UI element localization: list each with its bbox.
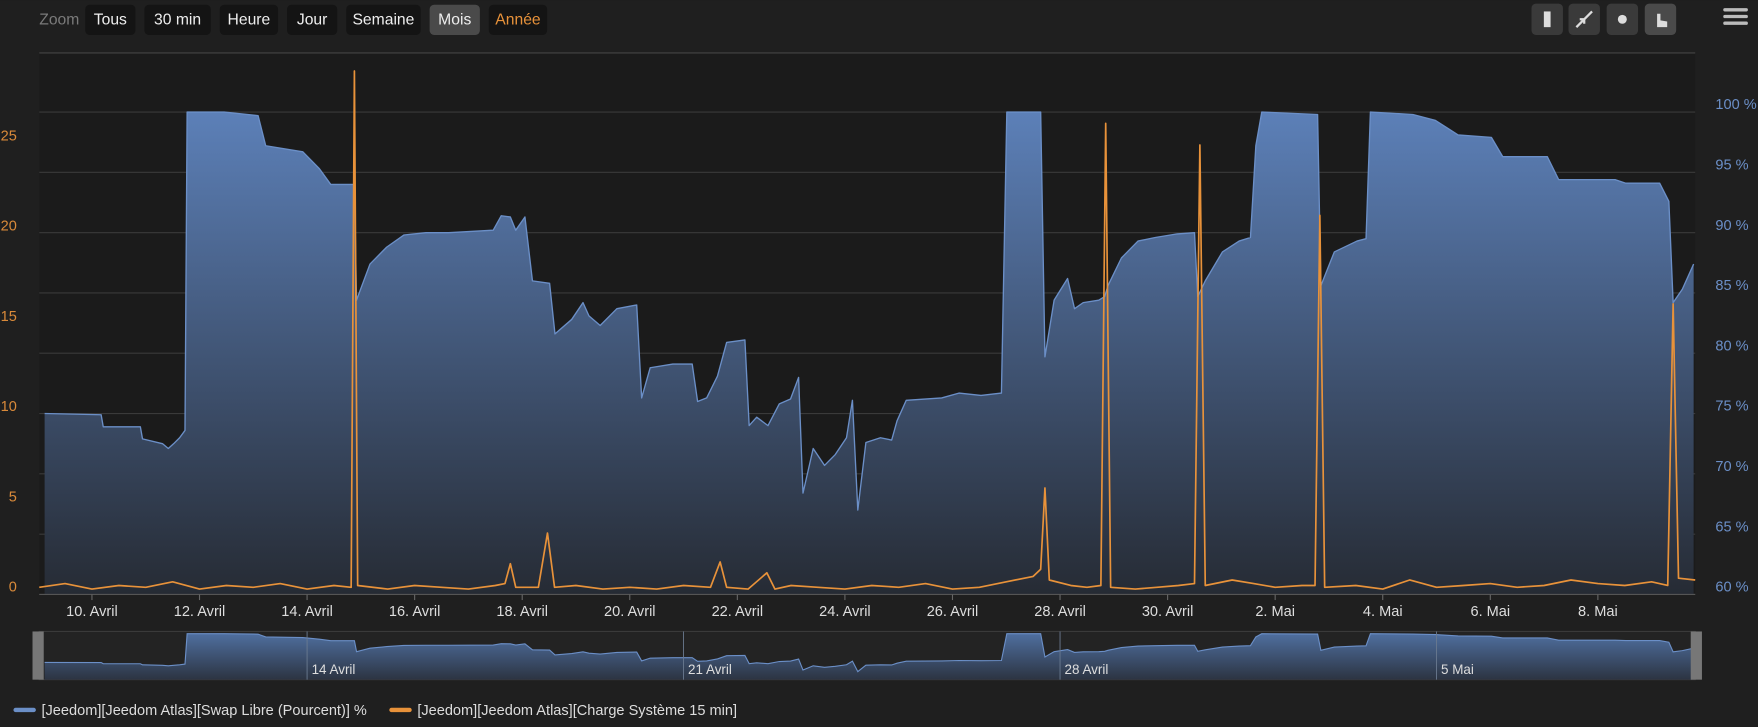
zoom-button[interactable] — [488, 4, 548, 35]
y2-tick-label: 65 % — [1715, 519, 1748, 535]
zoom-button-label: Heure — [228, 12, 271, 29]
zoom-button-label: Année — [495, 12, 541, 29]
navigator-line — [44, 633, 1694, 673]
zoom-button-label: Tous — [94, 12, 127, 29]
y-tick-label: 0 — [9, 580, 17, 596]
menu-button[interactable] — [1723, 8, 1748, 25]
icon — [1723, 14, 1748, 19]
icon — [1617, 14, 1627, 24]
icon — [1657, 13, 1668, 28]
navigator-area — [44, 633, 1694, 680]
zoom-button[interactable] — [219, 4, 279, 35]
y2-tick-label: 80 % — [1715, 338, 1748, 354]
navigator-tick-label: 28 Avril — [1065, 662, 1109, 677]
y-tick-label: 15 — [1, 309, 17, 325]
x-tick-label: 14. Avril — [281, 604, 333, 620]
icon — [1723, 21, 1748, 25]
zoom-button[interactable] — [144, 4, 211, 35]
legend-label[interactable]: [Jeedom][Jeedom Atlas][Swap Libre (Pourc… — [41, 703, 366, 719]
legend-swatch — [13, 707, 36, 713]
zoom-button-label: Semaine — [352, 12, 414, 29]
zoom-button-label: 30 min — [154, 12, 201, 29]
series-line — [39, 70, 1696, 590]
x-tick-label: 26. Avril — [927, 604, 979, 620]
icon — [1723, 8, 1748, 12]
x-tick-label: 30. Avril — [1142, 604, 1194, 620]
navigator-tick-label: 5 Mai — [1441, 662, 1474, 677]
zoom-button[interactable] — [346, 4, 421, 35]
legend-label[interactable]: [Jeedom][Jeedom Atlas][Charge Système 15… — [417, 703, 737, 719]
x-tick-label: 18. Avril — [496, 604, 548, 620]
x-tick-label: 6. Mai — [1470, 604, 1510, 620]
zoom-button-label: Mois — [438, 12, 471, 29]
y-tick-label: 25 — [1, 128, 17, 144]
toolbar — [1531, 3, 1748, 35]
y2-tick-label: 75 % — [1715, 399, 1748, 415]
navigator-handle[interactable] — [32, 631, 44, 680]
y2-tick-label: 85 % — [1715, 278, 1748, 294]
x-tick-label: 2. Mai — [1255, 604, 1295, 620]
zoom-button-label: Jour — [297, 12, 328, 29]
y-tick-label: 5 — [9, 489, 17, 505]
y-tick-label: 20 — [1, 219, 17, 235]
zoom-label: Zoom — [39, 12, 79, 29]
icon — [1575, 10, 1593, 28]
x-tick-label: 28. Avril — [1034, 604, 1086, 620]
icon — [1543, 11, 1551, 28]
x-tick-label: 8. Mai — [1578, 604, 1618, 620]
zoom-button[interactable] — [287, 4, 338, 35]
x-tick-label: 24. Avril — [819, 604, 871, 620]
y2-tick-label: 60 % — [1715, 580, 1748, 596]
x-tick-label: 20. Avril — [604, 604, 656, 620]
navigator-tick-label: 21 Avril — [688, 662, 732, 677]
navigator-handle[interactable] — [1690, 631, 1702, 680]
x-tick-label: 4. Mai — [1363, 604, 1403, 620]
zoom-button[interactable] — [85, 4, 136, 35]
y-tick-label: 10 — [1, 399, 17, 415]
y2-tick-label: 95 % — [1715, 157, 1748, 173]
x-tick-label: 16. Avril — [389, 604, 441, 620]
legend-swatch — [389, 707, 412, 713]
y2-tick-label: 70 % — [1715, 459, 1748, 475]
zoom-button[interactable] — [429, 4, 480, 35]
x-tick-label: 12. Avril — [174, 604, 226, 620]
y2-tick-label: 90 % — [1715, 218, 1748, 234]
x-tick-label: 10. Avril — [66, 604, 118, 620]
navigator-tick-label: 14 Avril — [312, 662, 356, 677]
x-tick-label: 22. Avril — [712, 604, 764, 620]
y2-tick-label: 100 % — [1715, 97, 1756, 113]
